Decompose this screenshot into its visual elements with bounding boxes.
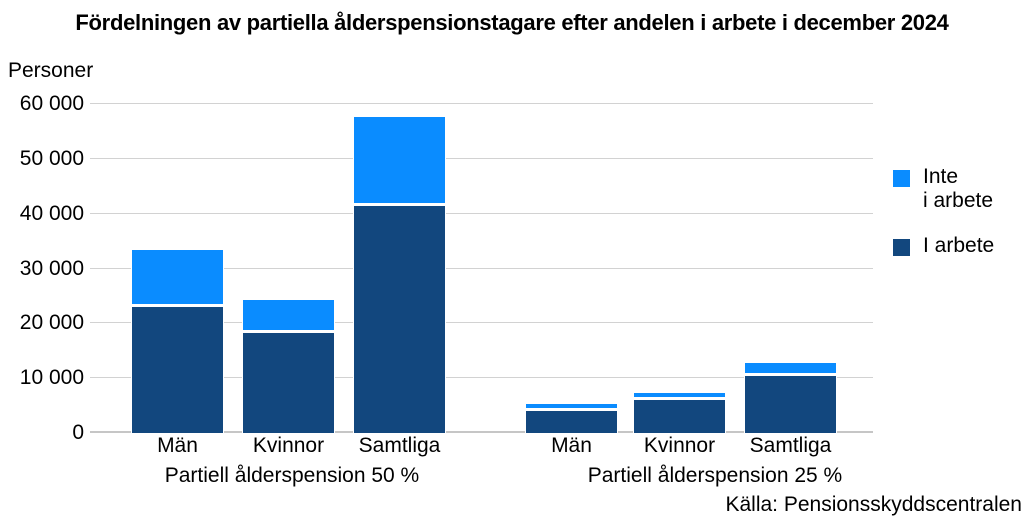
bar-segment-inte-i-arbete xyxy=(132,250,223,306)
y-axis-title: Personer xyxy=(8,59,94,82)
gridline xyxy=(90,103,873,104)
category-label: Män xyxy=(157,434,198,457)
y-tick-label: 60 000 xyxy=(19,92,84,115)
group-label-25: Partiell ålderspension 25 % xyxy=(587,464,843,487)
legend-swatch-inte-i-arbete-icon xyxy=(893,170,910,187)
chart-title: Fördelningen av partiella ålderspensions… xyxy=(75,10,949,35)
category-label: Samtliga xyxy=(358,434,441,457)
bar-segment-inte-i-arbete xyxy=(526,404,617,410)
gridline xyxy=(90,322,873,323)
source-note: Källa: Pensionsskyddscentralen xyxy=(725,493,1022,516)
legend-label-inte-i-arbete: Inte i arbete xyxy=(923,165,994,212)
plot-area xyxy=(90,103,873,433)
y-tick-label: 10 000 xyxy=(19,366,84,390)
legend-item-inte-i-arbete: Inte i arbete xyxy=(893,165,994,213)
bar-segment-inte-i-arbete xyxy=(745,363,836,376)
group-label-50: Partiell ålderspension 50 % xyxy=(164,464,420,487)
gridline xyxy=(90,377,873,378)
category-label: Kvinnor xyxy=(643,434,716,457)
category-label: Samtliga xyxy=(749,434,832,457)
bar-segment-inte-i-arbete xyxy=(634,392,725,399)
legend-item-i-arbete: I arbete xyxy=(893,234,994,258)
y-tick-label: 20 000 xyxy=(19,311,84,335)
bar-segment-i-arbete xyxy=(526,410,617,433)
category-label: Män xyxy=(551,434,592,457)
legend-label-i-arbete: I arbete xyxy=(923,234,995,257)
gridline xyxy=(90,158,873,159)
legend-swatch-i-arbete-icon xyxy=(893,239,910,256)
bar-segment-inte-i-arbete xyxy=(354,117,445,205)
gridline xyxy=(90,213,873,214)
y-tick-label: 30 000 xyxy=(19,256,84,280)
bar-segment-i-arbete xyxy=(132,305,223,433)
gridline xyxy=(90,431,873,433)
bar-segment-i-arbete xyxy=(243,332,334,433)
bar-segment-inte-i-arbete xyxy=(243,299,334,333)
bar-segment-i-arbete xyxy=(634,398,725,433)
category-label: Kvinnor xyxy=(252,434,325,457)
gridline xyxy=(90,268,873,269)
y-tick-label: 40 000 xyxy=(19,201,84,225)
bar-segment-i-arbete xyxy=(354,204,445,433)
y-tick-label: 50 000 xyxy=(19,146,84,170)
legend: Inte i arbete I arbete xyxy=(893,165,994,258)
y-tick-label: 0 xyxy=(72,421,84,444)
bar-segment-i-arbete xyxy=(745,375,836,433)
